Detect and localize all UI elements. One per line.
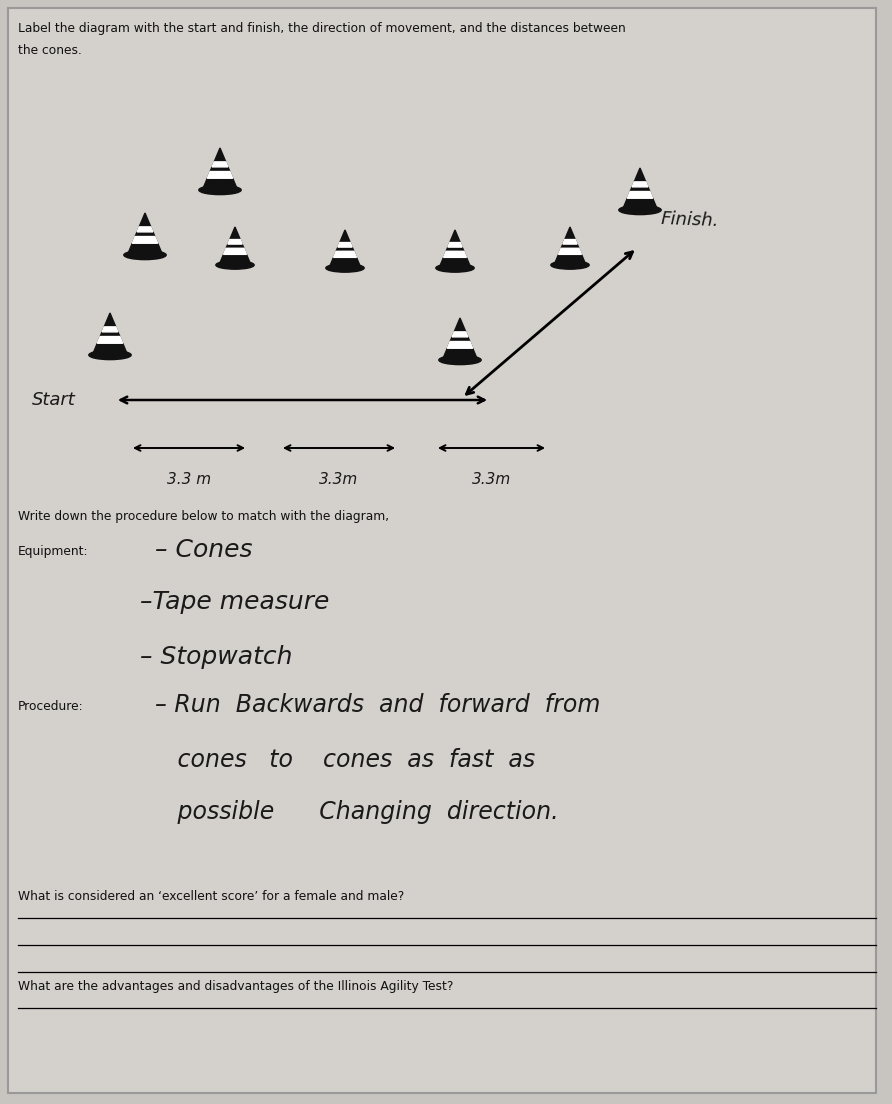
Text: 3.3 m: 3.3 m [167, 473, 211, 487]
Polygon shape [439, 230, 471, 268]
Text: possible      Changing  direction.: possible Changing direction. [155, 800, 558, 824]
Polygon shape [219, 227, 251, 265]
Polygon shape [102, 327, 118, 332]
Polygon shape [554, 227, 586, 265]
Polygon shape [93, 314, 128, 355]
Polygon shape [212, 162, 228, 167]
Polygon shape [558, 248, 582, 254]
Polygon shape [632, 182, 648, 187]
Ellipse shape [436, 264, 475, 273]
Text: Equipment:: Equipment: [18, 545, 88, 558]
Text: Start: Start [32, 391, 76, 408]
Text: Write down the procedure below to match with the diagram,: Write down the procedure below to match … [18, 510, 389, 523]
Polygon shape [563, 240, 577, 244]
FancyBboxPatch shape [8, 8, 876, 1093]
Ellipse shape [199, 185, 241, 194]
Polygon shape [97, 337, 123, 343]
Polygon shape [329, 230, 361, 268]
Polygon shape [448, 243, 462, 247]
Polygon shape [132, 236, 158, 243]
Polygon shape [334, 252, 357, 257]
Ellipse shape [619, 205, 661, 214]
Polygon shape [447, 341, 473, 348]
Text: 3.3m: 3.3m [472, 473, 511, 487]
Polygon shape [443, 252, 467, 257]
Ellipse shape [439, 355, 481, 364]
Text: Finish.: Finish. [660, 210, 719, 230]
Text: Procedure:: Procedure: [18, 700, 84, 713]
Polygon shape [137, 226, 153, 232]
Text: cones   to    cones  as  fast  as: cones to cones as fast as [155, 749, 535, 772]
Text: What is considered an ‘excellent score’ for a female and male?: What is considered an ‘excellent score’ … [18, 890, 404, 903]
Ellipse shape [551, 261, 589, 269]
Polygon shape [338, 243, 352, 247]
Text: – Stopwatch: – Stopwatch [140, 645, 293, 669]
Ellipse shape [89, 350, 131, 360]
Text: Label the diagram with the start and finish, the direction of movement, and the : Label the diagram with the start and fin… [18, 22, 626, 35]
Polygon shape [623, 168, 657, 210]
Text: – Run  Backwards  and  forward  from: – Run Backwards and forward from [155, 693, 600, 716]
Polygon shape [128, 213, 162, 255]
Polygon shape [627, 191, 653, 199]
Polygon shape [202, 148, 237, 190]
Polygon shape [224, 248, 246, 254]
Ellipse shape [216, 261, 254, 269]
Ellipse shape [124, 251, 166, 259]
Polygon shape [227, 240, 243, 244]
Polygon shape [452, 332, 468, 337]
Text: What are the advantages and disadvantages of the Illinois Agility Test?: What are the advantages and disadvantage… [18, 980, 453, 992]
Text: – Cones: – Cones [155, 538, 252, 562]
Text: 3.3m: 3.3m [319, 473, 359, 487]
Polygon shape [207, 171, 233, 178]
Text: the cones.: the cones. [18, 44, 82, 57]
Ellipse shape [326, 264, 364, 273]
Text: –Tape measure: –Tape measure [140, 590, 329, 614]
Polygon shape [442, 318, 477, 360]
